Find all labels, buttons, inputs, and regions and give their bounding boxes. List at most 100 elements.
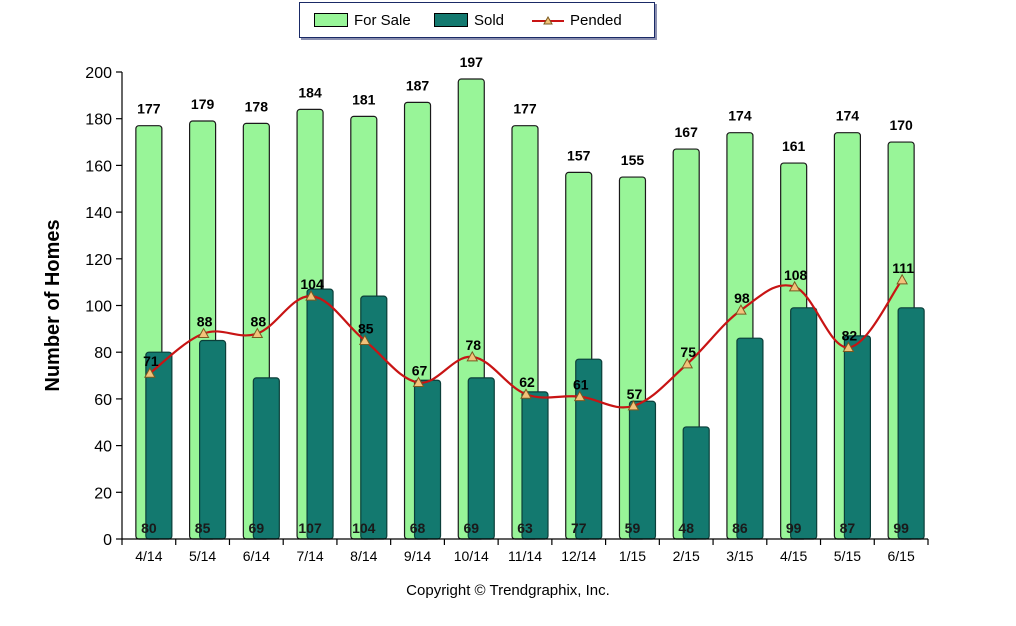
y-tick-label: 100 (85, 299, 112, 316)
bar-sold (843, 335, 872, 540)
sold-data-label: 85 (195, 520, 211, 536)
pended-data-label: 98 (734, 290, 750, 306)
pended-data-label: 88 (197, 314, 213, 330)
pended-data-label: 62 (519, 374, 535, 390)
legend-item-for-sale: For Sale (314, 11, 411, 29)
x-tick-label: 5/15 (834, 548, 861, 564)
x-tick-label: 4/14 (135, 548, 162, 564)
pended-data-label: 78 (465, 337, 481, 353)
legend-swatch-for-sale (314, 13, 348, 27)
bar-sold (199, 339, 227, 540)
pended-marker (842, 341, 855, 353)
pended-marker (144, 367, 156, 378)
legend-line-pended (532, 14, 564, 26)
pended-marker (681, 357, 694, 369)
for-sale-data-label: 170 (889, 117, 913, 133)
for-sale-data-label: 155 (621, 152, 645, 168)
y-tick-label: 160 (85, 158, 112, 175)
for-sale-data-label: 178 (245, 98, 269, 114)
sold-data-label: 48 (678, 520, 694, 536)
bar-sold (736, 337, 764, 540)
y-tick-label: 80 (94, 345, 112, 362)
pended-data-label: 88 (251, 314, 267, 330)
legend-label-sold: Sold (474, 11, 505, 29)
copyright-footer: Copyright © Trendgraphix, Inc. (406, 582, 610, 599)
y-tick-label: 0 (103, 532, 112, 549)
pended-marker (735, 304, 747, 315)
x-tick-label: 5/14 (189, 548, 216, 564)
sold-data-label: 99 (893, 520, 909, 536)
x-tick-label: 6/15 (888, 548, 915, 564)
sold-data-label: 77 (571, 520, 587, 536)
bar-sold (897, 307, 925, 540)
sold-data-label: 63 (517, 520, 533, 536)
pended-marker (358, 334, 371, 346)
x-tick-label: 9/14 (404, 548, 431, 564)
bar-sold (521, 391, 549, 540)
x-tick-label: 8/14 (350, 548, 377, 564)
x-tick-label: 12/14 (561, 548, 596, 564)
pended-data-label: 82 (842, 328, 858, 344)
x-tick-label: 6/14 (243, 548, 270, 564)
legend-label-pended: Pended (570, 11, 622, 29)
pended-data-label: 85 (358, 321, 374, 337)
for-sale-data-label: 174 (836, 108, 860, 124)
pended-data-label: 57 (627, 386, 643, 402)
for-sale-data-label: 174 (728, 108, 752, 124)
pended-marker (788, 280, 801, 292)
sold-data-label: 69 (249, 520, 265, 536)
for-sale-data-label: 177 (137, 101, 161, 117)
pended-marker (573, 390, 586, 402)
sold-data-label: 99 (786, 520, 802, 536)
legend-label-for-sale: For Sale (354, 11, 411, 29)
legend-item-pended: Pended (532, 11, 622, 29)
for-sale-data-label: 177 (513, 101, 537, 117)
for-sale-data-label: 181 (352, 91, 376, 107)
for-sale-data-label: 179 (191, 96, 215, 112)
pended-marker (197, 327, 210, 339)
sold-data-label: 107 (298, 520, 322, 536)
sold-data-label: 68 (410, 520, 426, 536)
pended-data-label: 108 (784, 267, 808, 283)
sold-data-label: 87 (840, 520, 856, 536)
x-tick-label: 11/14 (508, 548, 542, 564)
legend-swatch-sold (434, 13, 468, 27)
pended-marker (627, 399, 640, 411)
y-tick-label: 40 (94, 439, 112, 456)
sold-data-label: 69 (463, 520, 479, 536)
for-sale-data-label: 157 (567, 147, 591, 163)
x-tick-label: 10/14 (454, 548, 489, 564)
sold-data-label: 80 (141, 520, 157, 536)
pended-marker (412, 376, 425, 388)
bar-sold (306, 288, 334, 540)
pended-data-label: 111 (892, 260, 914, 276)
x-tick-label: 4/15 (780, 548, 807, 564)
for-sale-data-label: 161 (782, 138, 806, 154)
x-tick-label: 1/15 (619, 548, 646, 564)
pended-data-label: 75 (680, 344, 696, 360)
y-tick-label: 120 (85, 252, 112, 269)
y-axis-label: Number of Homes (42, 219, 64, 391)
pended-marker (896, 273, 908, 285)
pended-marker (520, 388, 532, 399)
legend-line-icon (532, 15, 564, 25)
sold-data-label: 86 (732, 520, 748, 536)
bar-sold (790, 307, 818, 540)
y-tick-label: 60 (94, 392, 112, 409)
pended-data-label: 71 (143, 353, 159, 369)
for-sale-data-label: 167 (675, 124, 699, 140)
bar-sold (467, 377, 495, 540)
bar-sold (252, 377, 280, 540)
x-tick-label: 7/14 (296, 548, 323, 564)
pended-data-label: 67 (412, 363, 428, 379)
for-sale-data-label: 197 (460, 54, 484, 70)
legend-item-sold: Sold (434, 11, 504, 29)
bar-sold (628, 400, 657, 540)
sold-data-label: 59 (625, 520, 641, 536)
pended-marker (466, 350, 479, 362)
bar-sold (145, 351, 173, 540)
legend: For Sale Sold Pended (299, 2, 655, 38)
pended-data-label: 104 (300, 276, 324, 292)
x-tick-label: 2/15 (673, 548, 700, 564)
